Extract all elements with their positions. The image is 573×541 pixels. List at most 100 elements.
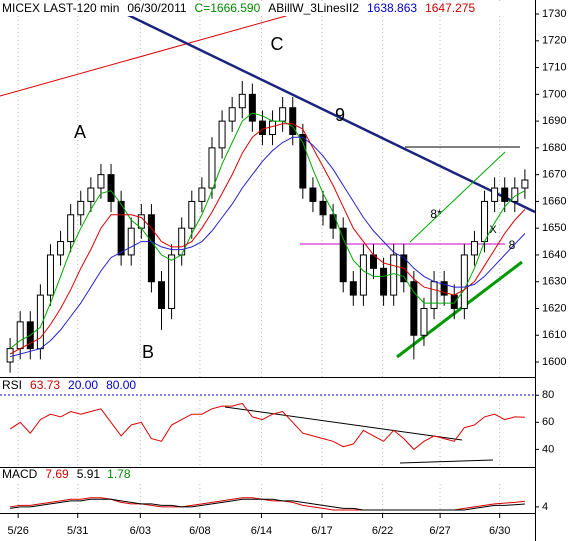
trend-line <box>0 11 301 97</box>
series-line <box>9 123 526 355</box>
candle-body <box>87 187 95 202</box>
candle-body <box>309 187 317 202</box>
candle-body <box>430 281 438 309</box>
candle-body <box>420 307 428 336</box>
candle-body <box>470 241 478 256</box>
candle-body <box>410 281 418 336</box>
annotation: 8 <box>509 238 516 252</box>
y-tick-label: 1620 <box>542 302 566 314</box>
y-tick-label: 1730 <box>542 8 566 20</box>
candle-body <box>117 200 125 256</box>
y-tick-label: 1670 <box>542 169 566 181</box>
y-tick-label: 40 <box>542 443 554 455</box>
x-tick-label: 6/22 <box>372 525 393 537</box>
annotation: 9 <box>335 105 345 125</box>
header-item: RSI <box>2 378 22 392</box>
header-bg <box>0 379 535 393</box>
candle-body <box>218 120 226 149</box>
candle-body <box>450 294 458 309</box>
header-item: ABillW_3LinesII2 <box>268 1 359 15</box>
header: MACD 7.69 5.91 1.78 <box>2 467 131 481</box>
header-item: 20.00 <box>68 378 98 392</box>
candle-body <box>67 214 75 243</box>
y-tick-label: 60 <box>542 416 554 428</box>
header-item: 1.78 <box>107 467 131 481</box>
candle-body <box>501 187 509 202</box>
y-tick-label: 1660 <box>542 195 566 207</box>
header: RSI 63.73 20.00 80.00 <box>2 378 136 392</box>
series-line <box>9 402 525 451</box>
x-tick-label: 5/26 <box>7 525 28 537</box>
candle-body <box>127 227 135 256</box>
annotation: C <box>271 34 284 54</box>
candle-body <box>16 321 24 350</box>
header-item: 1638.863 <box>367 1 417 15</box>
channel-line <box>409 151 506 243</box>
candle-body <box>248 93 256 122</box>
trend-line <box>399 459 494 464</box>
header-bg <box>0 2 535 16</box>
trend-line <box>127 13 536 214</box>
x-tick-label: 6/14 <box>251 525 272 537</box>
candle-body <box>158 281 166 309</box>
y-tick-label: 1600 <box>542 356 566 368</box>
y-tick-label: 4 <box>542 501 548 513</box>
candle-body <box>279 107 287 122</box>
header-bg <box>0 468 535 482</box>
header-item: MACD <box>2 467 38 481</box>
y-tick-label: 1690 <box>542 115 566 127</box>
y-tick-label: 1650 <box>542 222 566 234</box>
header-item: C=1666.590 <box>195 1 261 15</box>
y-tick-label: 1640 <box>542 249 566 261</box>
candle-body <box>299 133 307 189</box>
x-tick-label: 6/17 <box>311 525 332 537</box>
header-item: 06/30/2011 <box>127 1 186 15</box>
candle-body <box>460 254 468 309</box>
candle-body <box>440 281 448 296</box>
series-line <box>9 112 526 349</box>
candle-body <box>258 120 266 135</box>
candle-body <box>238 93 246 109</box>
y-tick-label: 1720 <box>542 35 566 47</box>
candle-body <box>359 254 367 296</box>
header-item: 7.69 <box>45 467 69 481</box>
annotation: X <box>489 224 497 236</box>
series-line <box>10 498 525 511</box>
candle-body <box>380 267 388 296</box>
y-tick-label: 1680 <box>542 142 566 154</box>
candle-body <box>339 227 347 283</box>
candle-body <box>57 241 65 256</box>
header-item: 63.73 <box>30 378 60 392</box>
candle-body <box>228 107 236 122</box>
candle-body <box>147 214 155 283</box>
header: MICEX LAST-120 min 06/30/2011 C=1666.590 AB… <box>2 1 475 15</box>
header-item: 5.91 <box>77 467 101 481</box>
candle-body <box>107 174 115 202</box>
header-item: 1647.275 <box>425 1 475 15</box>
x-tick-label: 6/03 <box>130 525 151 537</box>
candle-body <box>491 187 499 202</box>
candle-body <box>6 348 14 363</box>
grid <box>17 0 501 513</box>
annotation: A <box>74 122 86 142</box>
trend-line <box>396 260 523 359</box>
x-tick-label: 5/31 <box>67 525 88 537</box>
series-line <box>9 136 526 358</box>
trend-line <box>224 406 463 441</box>
y-tick-label: 1630 <box>542 276 566 288</box>
annotation: B <box>142 342 154 362</box>
candle-body <box>349 281 357 296</box>
header-item: 80.00 <box>106 378 136 392</box>
x-tick-label: 6/08 <box>189 525 210 537</box>
candle-body <box>521 179 529 189</box>
x-tick-label: 6/30 <box>489 525 510 537</box>
candle-body <box>481 200 489 243</box>
candle-body <box>168 254 176 309</box>
candle-body <box>390 254 398 296</box>
y-tick-label: 1610 <box>542 329 566 341</box>
annotation: 8* <box>430 207 442 221</box>
candle-body <box>46 254 54 296</box>
candle-body <box>319 200 327 216</box>
